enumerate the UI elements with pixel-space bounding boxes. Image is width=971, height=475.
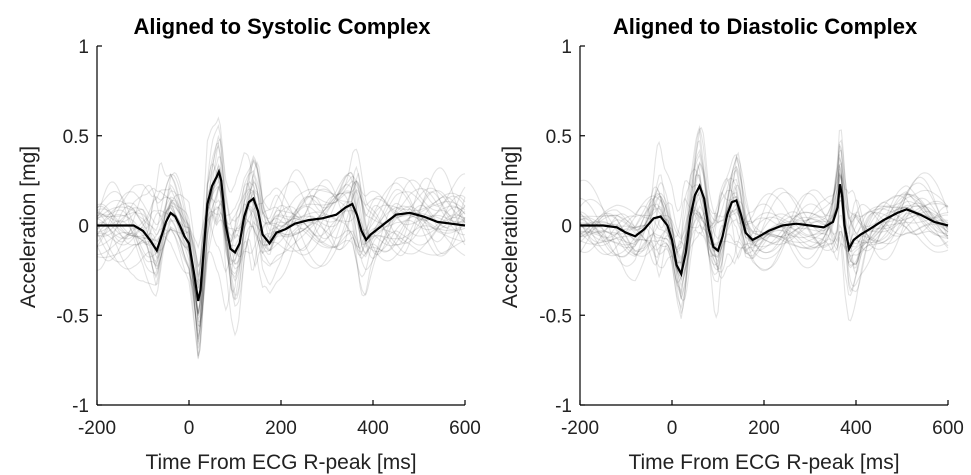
- systolic-trial-trace: [96, 175, 466, 313]
- systolic-x-tick-label: 600: [449, 418, 481, 439]
- diastolic-trial-trace: [579, 174, 949, 300]
- systolic-trial-trace: [96, 142, 466, 294]
- diastolic-trial-trace: [579, 154, 949, 269]
- diastolic-trial-trace: [579, 197, 949, 258]
- systolic-y-tick-label: -0.5: [56, 306, 89, 327]
- diastolic-trial-trace: [579, 139, 949, 288]
- diastolic-trial-trace: [579, 155, 949, 283]
- diastolic-x-tick-label: 400: [840, 418, 872, 439]
- systolic-trial-trace: [96, 169, 466, 340]
- systolic-panel: Aligned to Systolic Complex -1-0.500.51 …: [17, 14, 481, 474]
- systolic-trial-trace: [96, 134, 466, 345]
- systolic-y-tick-label: 0: [78, 217, 89, 238]
- systolic-trial-trace: [96, 173, 466, 323]
- systolic-trial-trace: [96, 138, 466, 316]
- diastolic-y-tick-label: -0.5: [539, 306, 572, 327]
- systolic-mean-line: [97, 168, 466, 302]
- diastolic-y-axis-label: Acceleration [mg]: [499, 146, 522, 308]
- diastolic-trial-trace: [579, 196, 949, 277]
- systolic-trial-trace: [97, 116, 466, 289]
- systolic-x-tick-label: -200: [78, 418, 116, 439]
- diastolic-mean-line: [580, 183, 949, 278]
- diastolic-trial-trace: [579, 168, 949, 287]
- diastolic-x-tick-label: 0: [667, 418, 678, 439]
- diastolic-panel: Aligned to Diastolic Complex -1 -0.5 0 0.5 1…: [499, 14, 964, 474]
- diastolic-trial-trace: [579, 128, 949, 293]
- diastolic-trial-trace: [579, 151, 949, 319]
- systolic-x-axis-label: Time From ECG R-peak [ms]: [145, 451, 416, 474]
- systolic-x-tick-label: 0: [184, 418, 195, 439]
- systolic-trial-trace: [96, 179, 466, 349]
- systolic-y-tick-label: 1: [78, 37, 89, 58]
- diastolic-trial-trace: [579, 174, 949, 271]
- diastolic-x-tick-label: 600: [932, 418, 964, 439]
- diastolic-x-tick-labels: -200 0 200 400 600: [561, 418, 964, 439]
- systolic-y-axis-label: Acceleration [mg]: [17, 146, 40, 308]
- diastolic-y-tick-label: 0: [561, 217, 572, 238]
- diastolic-x-tick-label: -200: [561, 418, 599, 439]
- systolic-trial-trace: [96, 160, 466, 360]
- diastolic-trial-trace: [579, 129, 949, 283]
- diastolic-panel-title: Aligned to Diastolic Complex: [613, 14, 918, 39]
- systolic-trial-trace: [96, 162, 466, 337]
- systolic-trial-trace: [96, 167, 466, 289]
- diastolic-trial-trace: [579, 169, 949, 276]
- diastolic-y-tick-label: -1: [555, 396, 572, 417]
- systolic-trial-trace: [96, 190, 466, 337]
- diastolic-trial-trace: [579, 143, 949, 300]
- systolic-x-tick-label: 400: [357, 418, 389, 439]
- diastolic-trial-trace: [579, 162, 949, 322]
- systolic-trial-trace: [96, 124, 466, 358]
- diastolic-y-tick-label: 0.5: [546, 127, 572, 148]
- diastolic-trial-trace: [579, 171, 949, 281]
- systolic-trial-trace: [96, 148, 466, 356]
- systolic-axes: [96, 45, 466, 406]
- systolic-trial-trace: [96, 165, 466, 268]
- systolic-y-tick-label: -1: [72, 396, 89, 417]
- diastolic-trial-trace: [579, 139, 949, 260]
- diastolic-trial-trace: [579, 162, 949, 262]
- diastolic-trial-trace: [579, 165, 949, 295]
- systolic-trial-trace: [96, 159, 466, 328]
- diastolic-trial-trace: [579, 182, 949, 276]
- systolic-x-tick-labels: -200 0 200 400 600: [78, 418, 481, 439]
- systolic-trial-trace: [96, 161, 466, 314]
- diastolic-x-tick-label: 200: [748, 418, 780, 439]
- diastolic-trial-trace: [579, 127, 949, 272]
- systolic-trial-trace: [96, 188, 466, 278]
- systolic-trial-trace: [96, 194, 466, 321]
- systolic-trial-trace: [96, 171, 466, 317]
- systolic-trial-trace: [96, 173, 466, 286]
- systolic-x-tick-label: 200: [265, 418, 297, 439]
- systolic-y-tick-labels: -1 -0.5 0 0.5 1: [56, 37, 89, 417]
- systolic-trial-trace: [96, 164, 466, 283]
- diastolic-trial-trace: [579, 168, 949, 282]
- systolic-trial-trace: [96, 187, 466, 274]
- diastolic-trial-trace: [579, 140, 949, 280]
- systolic-panel-title: Aligned to Systolic Complex: [133, 14, 431, 39]
- diastolic-axes: [579, 45, 949, 406]
- diastolic-y-tick-labels: -1 -0.5 0 0.5 1: [539, 37, 572, 417]
- diastolic-trial-traces: [579, 125, 949, 322]
- systolic-trial-traces: [96, 116, 466, 360]
- systolic-trial-trace: [96, 178, 466, 268]
- diastolic-y-tick-label: 1: [561, 37, 572, 58]
- diastolic-x-axis-label: Time From ECG R-peak [ms]: [628, 451, 899, 474]
- systolic-y-tick-label: 0.5: [63, 127, 89, 148]
- systolic-trial-trace: [96, 175, 466, 315]
- systolic-trial-trace: [96, 144, 466, 282]
